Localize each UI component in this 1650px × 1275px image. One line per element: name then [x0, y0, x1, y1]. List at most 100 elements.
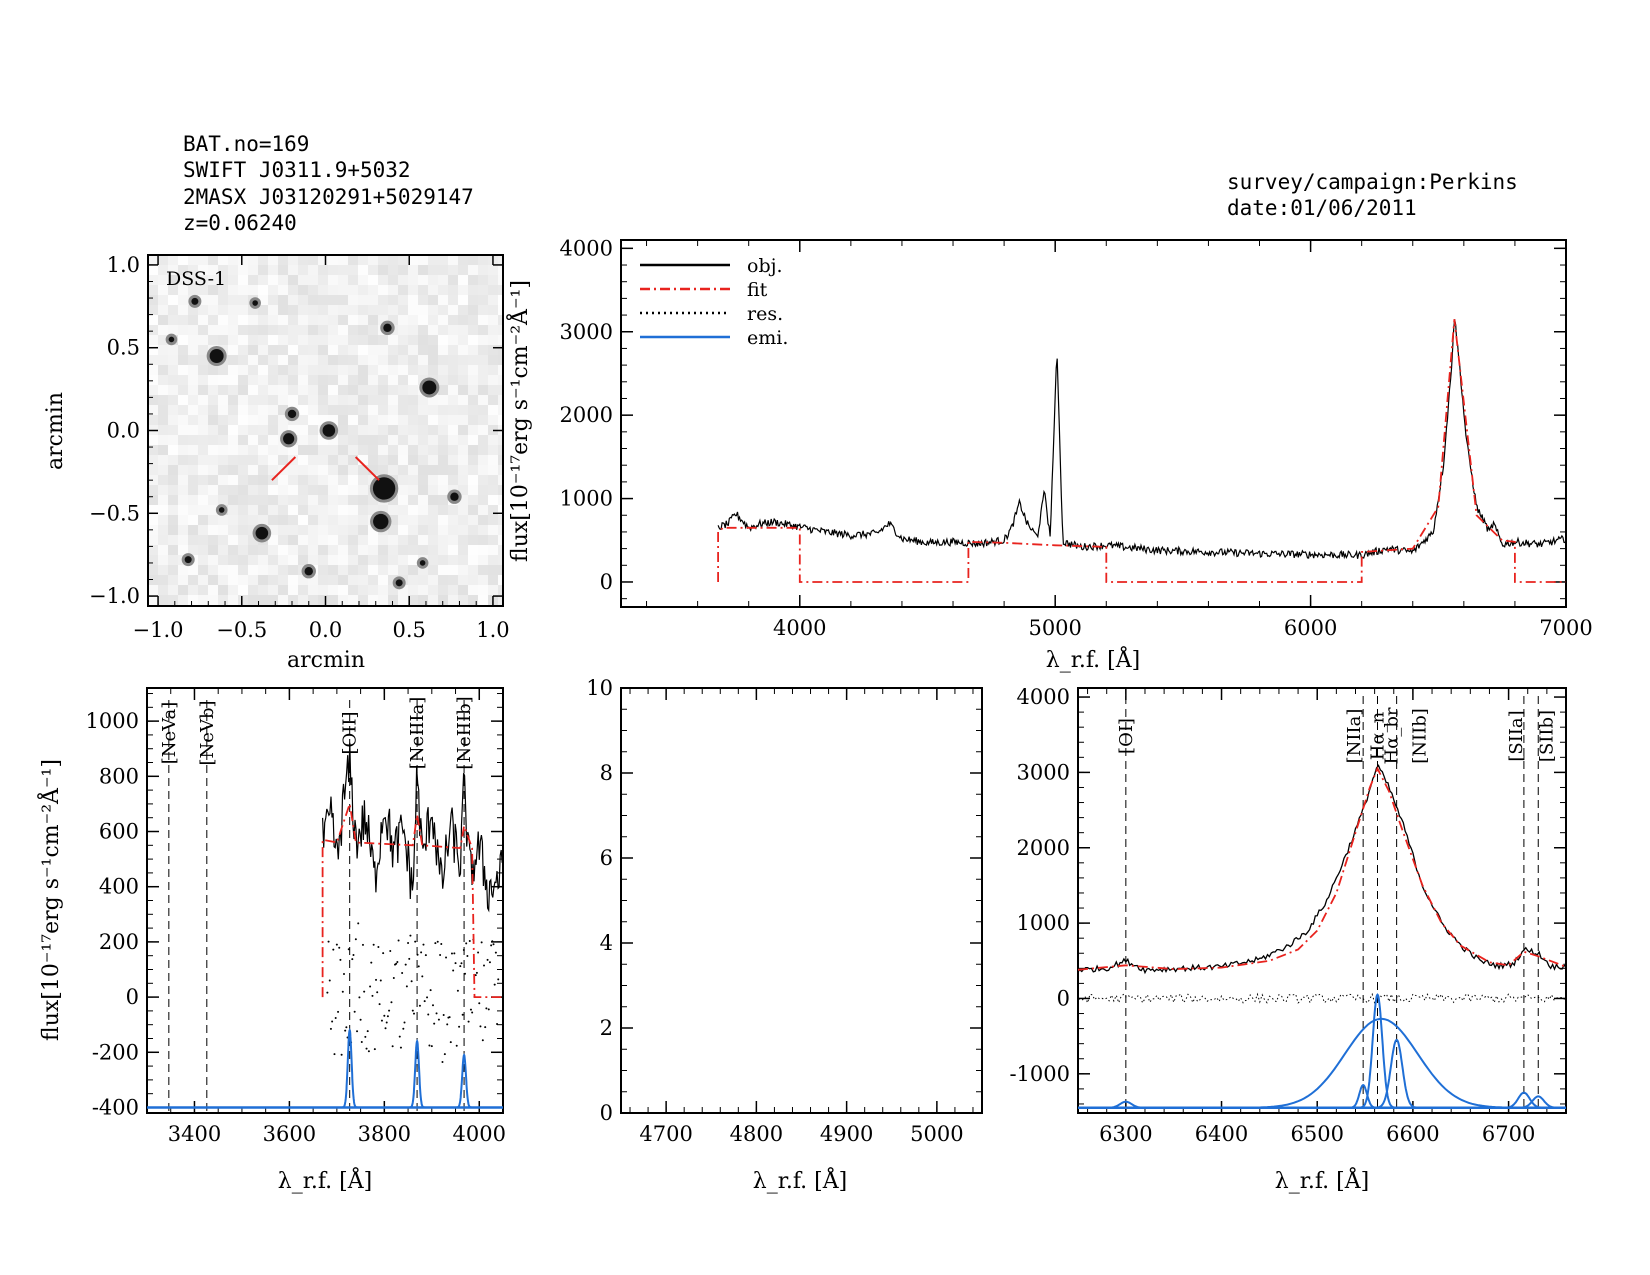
image-noise-pixel	[178, 575, 188, 585]
image-noise-pixel	[468, 435, 478, 445]
x-tick-label: 5000	[1028, 616, 1081, 640]
image-noise-pixel	[258, 575, 268, 585]
image-noise-pixel	[158, 535, 168, 545]
image-noise-pixel	[408, 485, 418, 495]
image-noise-pixel	[218, 255, 228, 265]
residual-point	[481, 1039, 484, 1042]
image-noise-pixel	[288, 505, 298, 515]
image-noise-pixel	[188, 385, 198, 395]
image-noise-pixel	[248, 545, 258, 555]
header-swift-name: SWIFT J0311.9+5032	[183, 158, 411, 182]
image-noise-pixel	[418, 285, 428, 295]
image-noise-pixel	[388, 365, 398, 375]
image-noise-pixel	[358, 445, 368, 455]
image-noise-pixel	[148, 445, 158, 455]
emission-component	[1489, 1091, 1559, 1109]
residual-point	[460, 962, 463, 965]
image-noise-pixel	[278, 555, 288, 565]
image-noise-pixel	[188, 505, 198, 515]
image-noise-pixel	[498, 575, 503, 585]
residual-point	[480, 941, 483, 944]
image-noise-pixel	[488, 325, 498, 335]
residual-point	[497, 978, 500, 981]
x-tick-label: 7000	[1539, 616, 1592, 640]
image-noise-pixel	[358, 545, 368, 555]
image-noise-pixel	[318, 515, 328, 525]
image-noise-pixel	[168, 555, 178, 565]
image-noise-pixel	[468, 375, 478, 385]
image-noise-pixel	[248, 415, 258, 425]
image-noise-pixel	[368, 575, 378, 585]
image-noise-pixel	[378, 275, 388, 285]
residual-point	[392, 977, 395, 980]
image-noise-pixel	[478, 335, 488, 345]
image-noise-pixel	[238, 575, 248, 585]
image-noise-pixel	[258, 385, 268, 395]
image-noise-pixel	[278, 585, 288, 595]
image-noise-pixel	[148, 305, 158, 315]
image-noise-pixel	[198, 565, 208, 575]
image-noise-pixel	[438, 295, 448, 305]
image-noise-pixel	[348, 525, 358, 535]
image-noise-pixel	[198, 305, 208, 315]
image-noise-pixel	[278, 265, 288, 275]
image-noise-pixel	[498, 275, 503, 285]
image-noise-pixel	[218, 595, 228, 605]
image-noise-pixel	[338, 585, 348, 595]
image-noise-pixel	[498, 335, 503, 345]
image-noise-pixel	[228, 545, 238, 555]
image-noise-pixel	[148, 565, 158, 575]
image-noise-pixel	[198, 445, 208, 455]
image-noise-pixel	[398, 275, 408, 285]
image-noise-pixel	[438, 485, 448, 495]
image-noise-pixel	[438, 455, 448, 465]
image-noise-pixel	[458, 325, 468, 335]
image-noise-pixel	[468, 315, 478, 325]
image-noise-pixel	[248, 585, 258, 595]
image-noise-pixel	[308, 345, 318, 355]
image-noise-pixel	[178, 445, 188, 455]
dss-image-panel: DSS-1 −1.0 −1.0 −0.5 −0.5 0.0 0.0 0.5 0.5 1.0 1.0 a…	[43, 253, 510, 673]
residual-point	[333, 1053, 336, 1056]
image-noise-pixel	[208, 465, 218, 475]
image-noise-pixel	[148, 405, 158, 415]
image-noise-pixel	[468, 325, 478, 335]
image-noise-pixel	[428, 535, 438, 545]
image-noise-pixel	[338, 335, 348, 345]
image-noise-pixel	[188, 345, 198, 355]
image-noise-pixel	[258, 305, 268, 315]
image-noise-pixel	[228, 495, 238, 505]
image-noise-pixel	[268, 375, 278, 385]
residual-point	[366, 1030, 369, 1033]
image-noise-pixel	[448, 325, 458, 335]
image-noise-pixel	[458, 335, 468, 345]
image-noise-pixel	[318, 405, 328, 415]
image-noise-pixel	[458, 345, 468, 355]
image-noise-pixel	[328, 555, 338, 565]
image-noise-pixel	[418, 585, 428, 595]
image-noise-pixel	[178, 345, 188, 355]
image-noise-pixel	[458, 295, 468, 305]
image-noise-pixel	[358, 385, 368, 395]
image-noise-pixel	[268, 485, 278, 495]
image-noise-pixel	[478, 325, 488, 335]
image-noise-pixel	[338, 535, 348, 545]
image-noise-pixel	[428, 565, 438, 575]
image-noise-pixel	[178, 545, 188, 555]
residual-point	[414, 940, 417, 943]
image-noise-pixel	[428, 495, 438, 505]
image-noise-pixel	[188, 495, 198, 505]
image-noise-pixel	[248, 555, 258, 565]
image-noise-pixel	[448, 335, 458, 345]
image-noise-pixel	[328, 375, 338, 385]
image-noise-pixel	[308, 435, 318, 445]
y-axis-label: arcmin	[43, 392, 68, 470]
image-noise-pixel	[378, 355, 388, 365]
image-noise-pixel	[248, 395, 258, 405]
image-noise-pixel	[238, 365, 248, 375]
image-noise-pixel	[358, 315, 368, 325]
image-noise-pixel	[328, 265, 338, 275]
image-noise-pixel	[458, 495, 468, 505]
image-noise-pixel	[448, 505, 458, 515]
image-noise-pixel	[208, 415, 218, 425]
